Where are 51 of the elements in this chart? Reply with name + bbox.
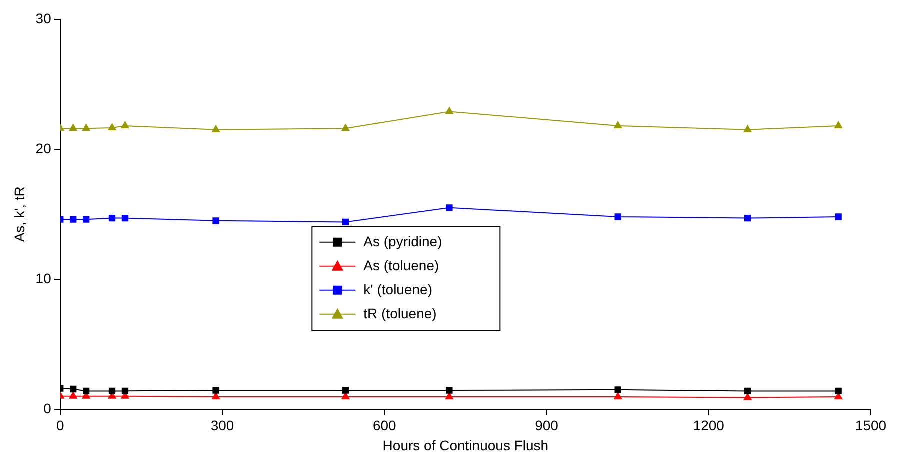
point (744, 125, 752, 132)
point (108, 388, 116, 395)
point (835, 214, 842, 220)
point (614, 122, 622, 128)
point (212, 218, 220, 224)
legend-label: k' (toluene) (364, 281, 432, 298)
point (614, 214, 622, 220)
point (614, 386, 622, 394)
point (122, 388, 129, 395)
point (446, 107, 454, 114)
y-tick-label: 30 (36, 10, 52, 26)
point (614, 392, 622, 400)
point (342, 218, 350, 226)
x-tick-label: 1200 (693, 418, 725, 434)
y-tick-label: 10 (36, 270, 52, 286)
point (108, 214, 116, 222)
point (212, 392, 220, 400)
point (69, 392, 78, 399)
point (212, 387, 220, 394)
point (108, 123, 116, 130)
legend-label: As (pyridine) (364, 233, 442, 250)
legend-label: tR (toluene) (364, 305, 437, 322)
y-axis-title: As, k', tR (11, 186, 28, 242)
point (82, 216, 90, 223)
point (82, 124, 90, 132)
point (70, 386, 77, 393)
point (121, 122, 130, 128)
point (342, 387, 350, 394)
point (744, 214, 752, 222)
point (446, 392, 454, 400)
y-tick-label: 0 (44, 400, 52, 416)
point (69, 124, 78, 132)
legend-label: As (toluene) (364, 257, 440, 274)
point (70, 216, 77, 223)
point (446, 387, 453, 394)
x-tick-label: 600 (372, 418, 397, 434)
x-tick-label: 1500 (855, 418, 887, 434)
point (744, 388, 752, 395)
x-axis-title: Hours of Continuous Flush (382, 437, 549, 454)
point (212, 125, 220, 132)
point (834, 122, 843, 128)
x-tick-label: 0 (56, 418, 64, 434)
point (82, 388, 90, 395)
x-tick-label: 900 (535, 418, 559, 434)
point (446, 204, 453, 212)
point (342, 124, 350, 132)
x-tick-label: 300 (210, 418, 234, 434)
point (122, 214, 129, 222)
y-tick-label: 20 (36, 140, 52, 156)
point (342, 392, 350, 400)
point (835, 388, 842, 395)
